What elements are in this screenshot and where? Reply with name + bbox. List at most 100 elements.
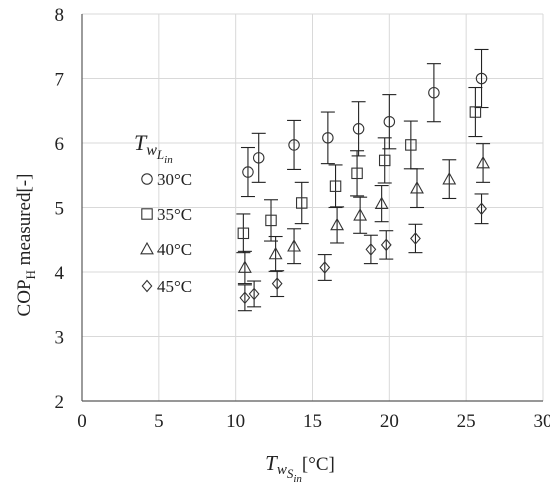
legend-label: 30°C <box>157 170 192 189</box>
error-bar <box>426 63 441 123</box>
legend-marker-square <box>141 208 153 220</box>
legend-items: 30°C 35°C 40°C 45°C <box>140 170 192 296</box>
legend-item: 45°C <box>141 277 192 296</box>
error-bar <box>240 146 255 198</box>
data-point-square <box>378 154 391 167</box>
error-bars <box>236 48 491 312</box>
data-point-diamond <box>410 232 421 245</box>
data-point-square <box>329 180 342 192</box>
data-point-diamond <box>319 261 331 274</box>
legend-item: 40°C <box>140 240 192 259</box>
data-point-square <box>237 227 250 240</box>
error-bar <box>409 168 424 209</box>
error-bar <box>320 111 335 165</box>
y-tick-label: 3 <box>55 328 65 349</box>
grid <box>82 13 544 401</box>
error-bar <box>247 280 262 308</box>
y-tick-label: 7 <box>55 70 65 91</box>
error-bar <box>408 223 423 254</box>
error-bar <box>268 235 283 272</box>
data-point-triangle <box>353 208 368 221</box>
data-point-circle <box>252 152 265 164</box>
data-point-square <box>405 139 417 151</box>
error-bar <box>476 143 491 183</box>
error-bar <box>374 185 389 223</box>
y-axis-title: COPH measured[-] <box>14 174 38 317</box>
data-point-triangle <box>410 181 424 194</box>
data-point-diamond <box>248 287 260 301</box>
x-tick-label: 10 <box>226 411 245 432</box>
legend-label: 45°C <box>157 277 192 296</box>
legend-title: TwLin <box>134 130 173 166</box>
error-bar <box>363 234 378 265</box>
data-point-triangle <box>287 239 301 252</box>
data-point-triangle <box>442 171 457 185</box>
data-point-diamond <box>271 277 283 290</box>
data-point-triangle <box>330 217 345 231</box>
legend-label: 35°C <box>157 205 192 224</box>
error-bar <box>270 270 285 298</box>
y-tick-label: 5 <box>55 199 65 220</box>
x-tick-label: 0 <box>77 411 87 432</box>
data-point-triangle <box>476 155 491 169</box>
data-point-circle <box>475 72 488 85</box>
data-point-triangle <box>237 260 252 273</box>
error-bar <box>251 132 266 183</box>
data-point-square <box>265 214 277 227</box>
legend-label: 40°C <box>157 240 192 259</box>
y-tick-label: 6 <box>55 134 65 155</box>
legend-item: 30°C <box>141 170 192 189</box>
error-bar <box>474 193 489 225</box>
error-bar <box>328 164 343 209</box>
x-tick-label: 25 <box>457 411 476 432</box>
error-bar <box>377 137 392 184</box>
x-tick-label: 15 <box>303 411 322 432</box>
data-point-square <box>351 167 363 180</box>
error-bar <box>330 206 345 244</box>
tick-labels: 0 5 10 15 20 25 30 2 3 4 5 6 7 8 <box>55 5 550 432</box>
error-bar <box>287 228 302 265</box>
data-point-diamond <box>380 238 392 252</box>
data-point-diamond <box>239 291 251 305</box>
error-bar <box>317 254 332 281</box>
x-axis-title: TwSin[°C] <box>265 451 335 485</box>
legend-marker-circle <box>141 173 153 185</box>
y-tick-label: 4 <box>55 263 65 284</box>
error-bar <box>237 250 252 285</box>
data-point-diamond <box>365 243 377 256</box>
error-bar <box>294 181 309 225</box>
legend: TwLin 30°C 35°C 40°C 45°C <box>134 130 192 296</box>
error-bar <box>351 101 366 157</box>
data-point-triangle <box>374 196 389 209</box>
error-bar <box>442 159 457 200</box>
legend-marker-triangle <box>140 241 154 255</box>
data-point-circle <box>352 123 365 135</box>
x-tick-label: 20 <box>380 411 399 432</box>
error-bar <box>350 150 365 197</box>
data-point-circle <box>288 139 300 151</box>
data-point-square <box>469 106 482 118</box>
error-bar <box>353 196 368 234</box>
error-bar <box>287 119 302 170</box>
data-point-diamond <box>476 202 487 216</box>
error-bar <box>236 213 251 254</box>
axes <box>81 14 543 402</box>
y-tick-label: 2 <box>55 392 65 413</box>
y-tick-label: 8 <box>55 5 65 26</box>
legend-item: 35°C <box>141 205 192 224</box>
error-bar <box>379 230 394 260</box>
data-point-circle <box>242 166 254 178</box>
data-point-circle <box>322 132 334 144</box>
error-bar <box>237 284 252 312</box>
data-point-circle <box>428 86 440 99</box>
legend-marker-diamond <box>141 279 153 293</box>
error-bar <box>468 86 483 138</box>
data-point-circle <box>383 115 396 128</box>
x-tick-label: 30 <box>534 411 550 432</box>
data-point-triangle <box>268 246 283 260</box>
error-bar <box>474 48 489 109</box>
data-points <box>237 72 491 305</box>
data-point-square <box>295 197 308 209</box>
x-tick-label: 5 <box>154 411 164 432</box>
